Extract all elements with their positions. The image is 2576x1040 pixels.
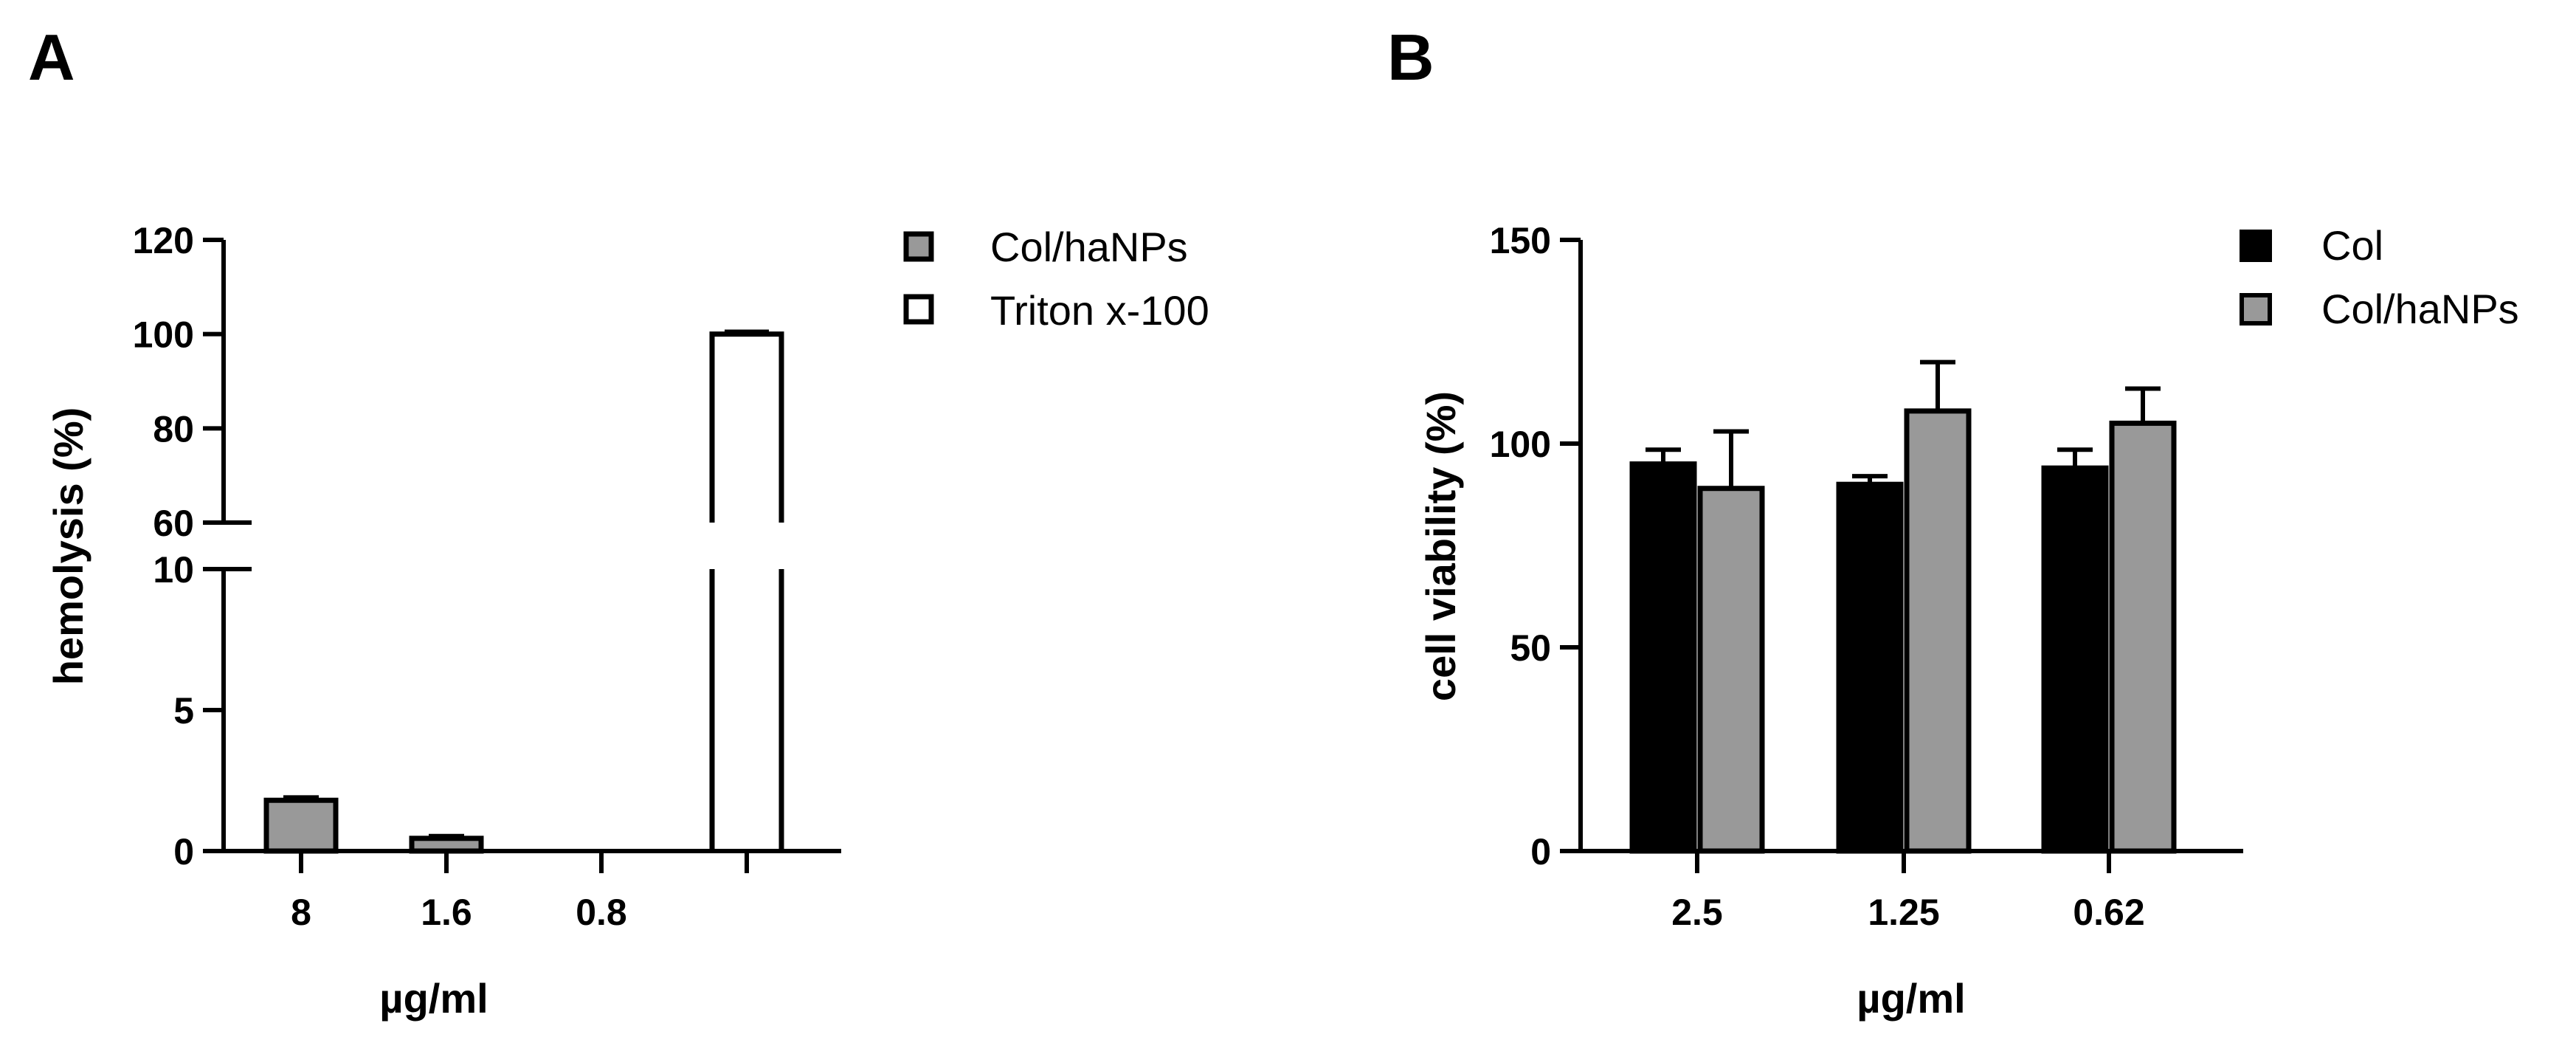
panel-b-y-axis-title: cell viability (%) <box>1418 391 1464 701</box>
legend-swatch-col-hanps <box>2240 293 2272 326</box>
panel-a-letter: A <box>28 21 75 94</box>
y-tick-label: 120 <box>133 220 194 261</box>
bar-triton-lower <box>709 569 784 851</box>
panel-a-y-axis-title: hemolysis (%) <box>45 407 91 686</box>
panel-a-legend: Col/haNPs Triton x-100 <box>903 224 1209 334</box>
legend-label-col-hanps: Col/haNPs <box>990 224 1188 270</box>
panel-a: A hemolysis (%) µg/ml 60 80 100 120 0 5 10 8 1.6… <box>28 21 1209 1022</box>
y-tick-label: 0 <box>173 831 194 872</box>
bar-col <box>2041 465 2109 854</box>
legend-label-col-hanps: Col/haNPs <box>2321 286 2519 332</box>
panel-b-legend: Col Col/haNPs <box>2240 222 2519 332</box>
panel-b-tick-labels: 0 50 100 150 2.5 1.25 0.62 <box>1490 220 2145 933</box>
bar-col-hanps <box>263 797 339 854</box>
y-tick-label: 60 <box>153 503 194 544</box>
y-tick-label: 150 <box>1490 220 1551 261</box>
legend-swatch-triton <box>903 294 934 325</box>
bar-col-hanps <box>1904 408 1972 854</box>
panel-b-letter: B <box>1387 21 1434 94</box>
panel-a-bars <box>263 329 784 854</box>
bar-col-hanps <box>1697 486 1765 854</box>
y-tick-label: 100 <box>1490 424 1551 465</box>
x-tick-label: 0.8 <box>576 892 627 933</box>
bar-col <box>1629 461 1697 854</box>
x-tick-label: 0.62 <box>2073 892 2144 933</box>
y-tick-label: 10 <box>153 549 194 590</box>
y-tick-label: 100 <box>133 314 194 356</box>
bar-triton-upper <box>709 331 784 523</box>
panel-a-tick-labels: 60 80 100 120 0 5 10 8 1.6 0.8 <box>133 220 627 933</box>
legend-label-triton: Triton x-100 <box>990 287 1209 334</box>
y-tick-label: 50 <box>1510 627 1551 669</box>
panel-b: B cell viability (%) µg/ml 0 50 100 150 2.5 1… <box>1387 21 2519 1022</box>
y-tick-label: 5 <box>173 690 194 731</box>
panel-b-bars <box>1629 359 2177 854</box>
bar-col-hanps <box>2109 420 2177 854</box>
y-tick-label: 80 <box>153 408 194 450</box>
panel-a-x-axis-title: µg/ml <box>379 975 488 1022</box>
x-tick-label: 1.6 <box>421 892 472 933</box>
bar-col-hanps <box>409 836 484 854</box>
x-tick-label: 1.25 <box>1868 892 1939 933</box>
legend-swatch-col <box>2240 230 2272 262</box>
y-tick-label: 0 <box>1530 831 1551 872</box>
legend-swatch-col-hanps <box>903 231 934 262</box>
bar-col <box>1836 481 1904 854</box>
panel-b-x-axis-title: µg/ml <box>1857 975 1965 1022</box>
x-tick-label: 8 <box>291 892 311 933</box>
legend-label-col: Col <box>2321 222 2383 269</box>
x-tick-label: 2.5 <box>1671 892 1723 933</box>
